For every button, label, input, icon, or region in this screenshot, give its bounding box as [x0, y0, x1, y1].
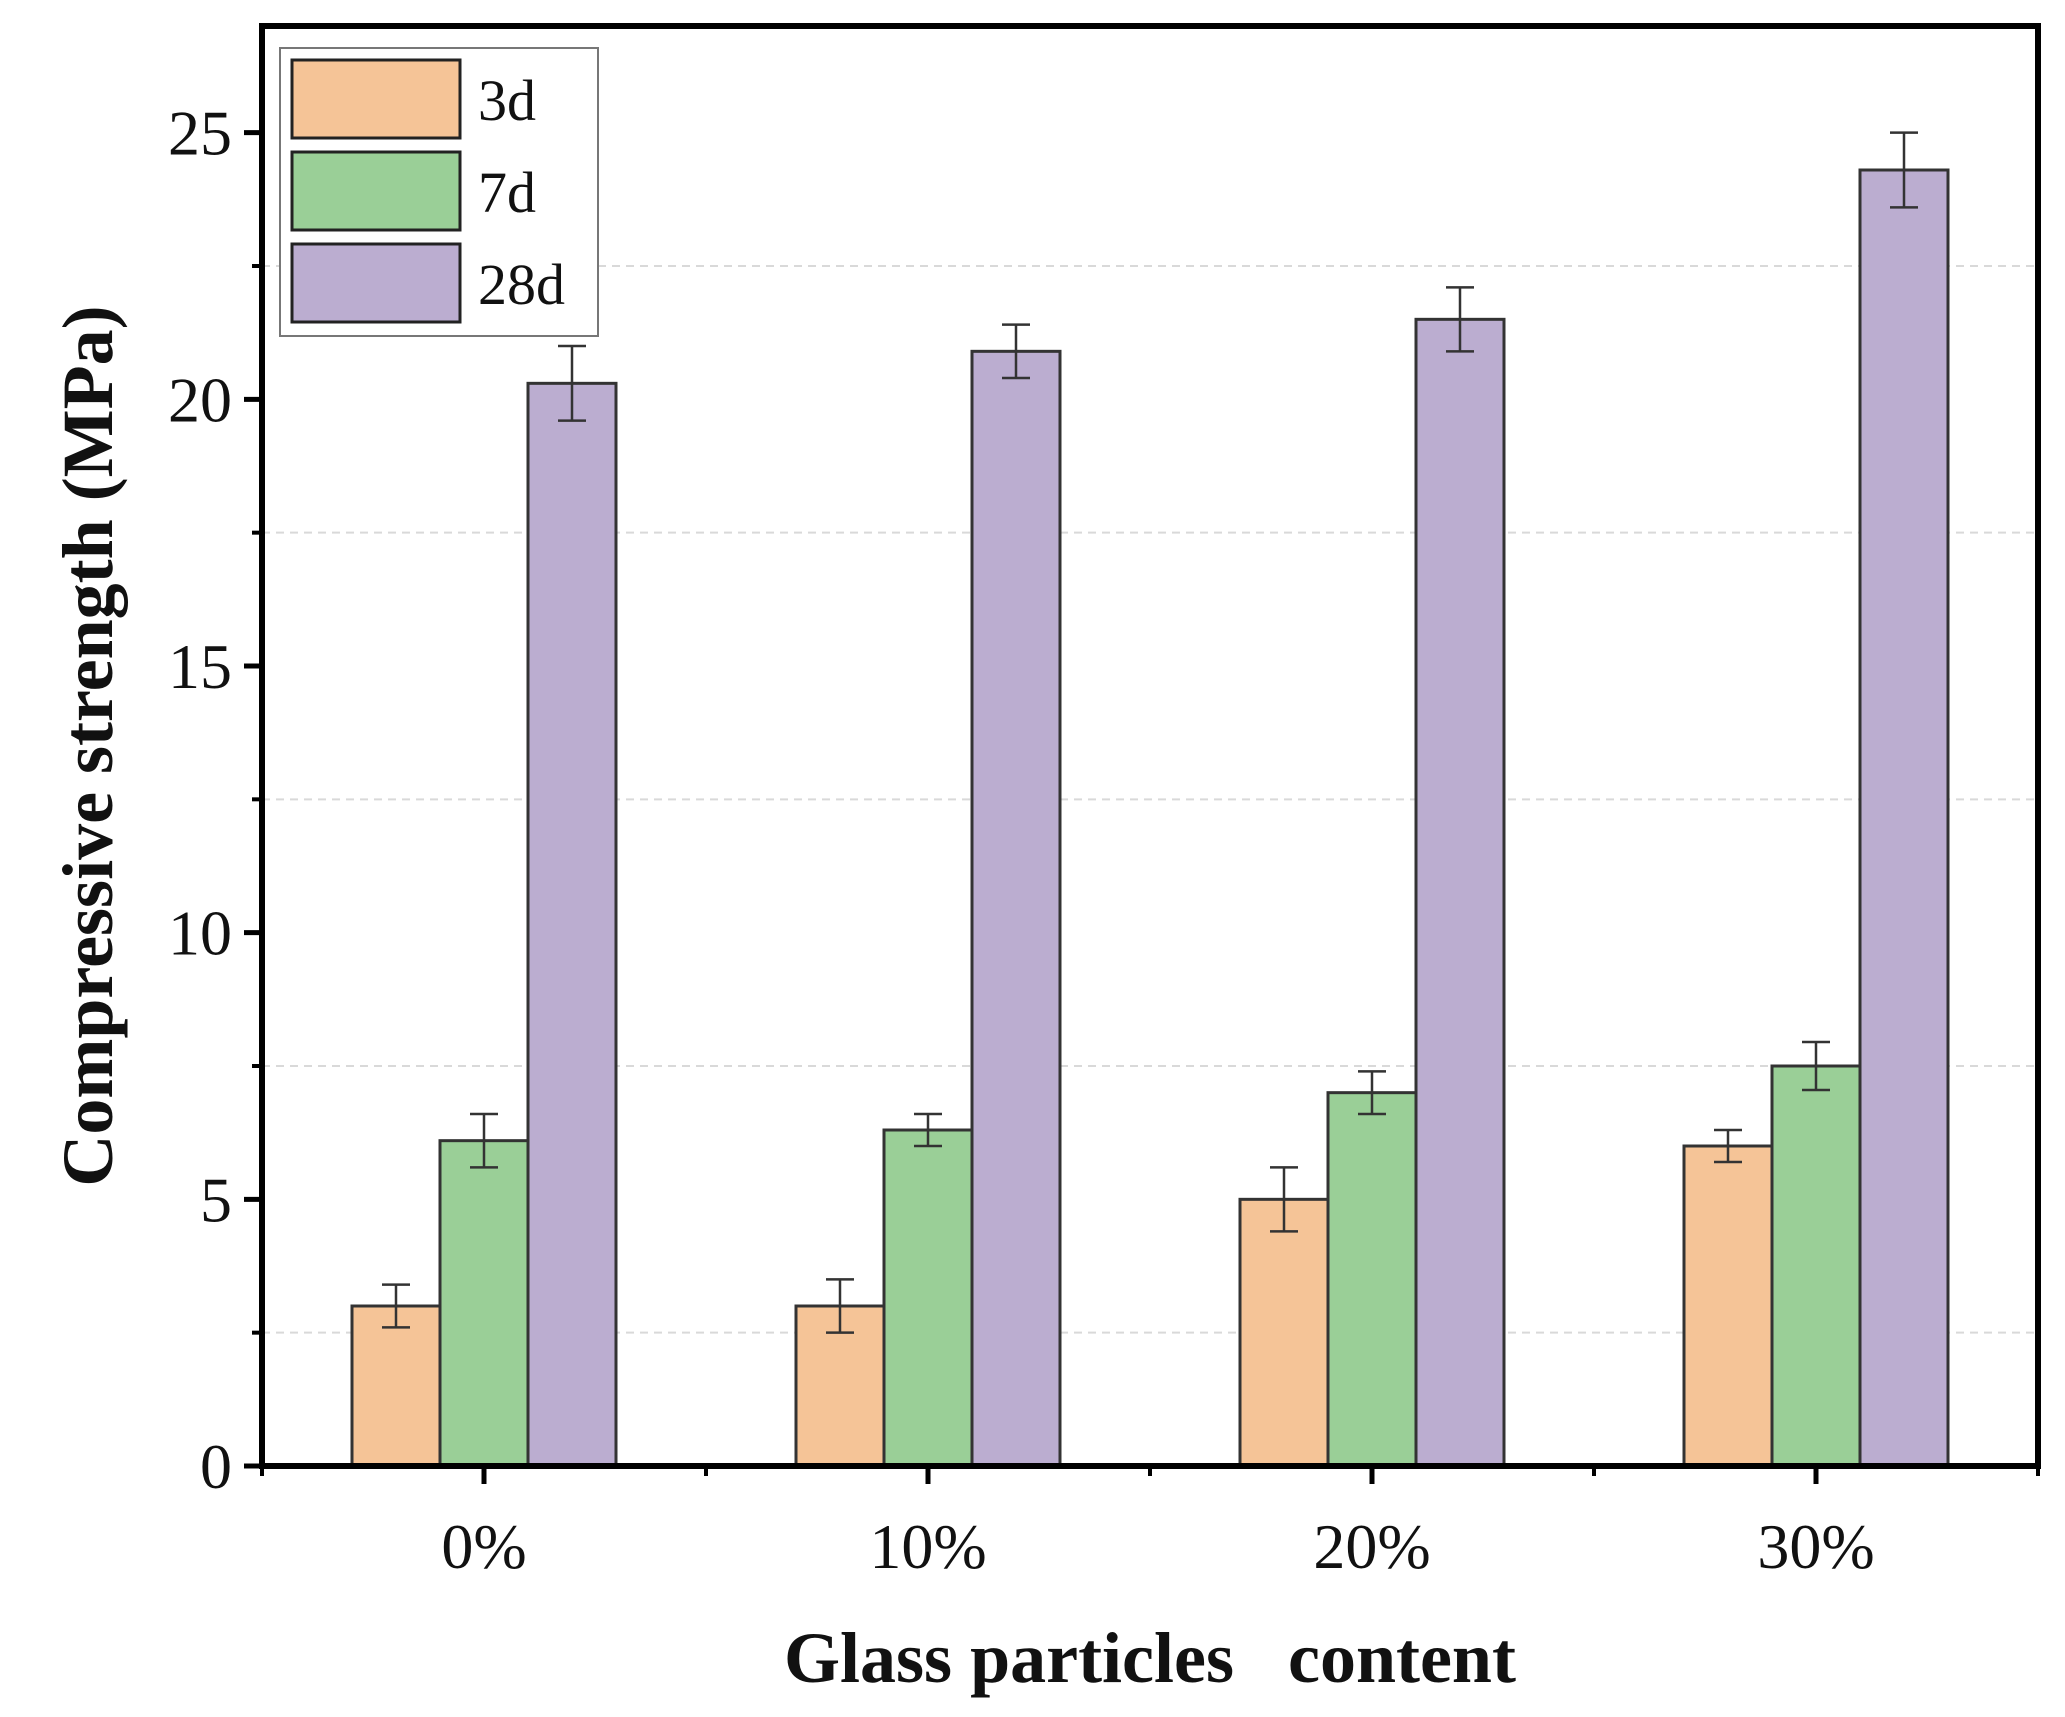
bar-7d-0%	[438, 1139, 530, 1468]
bar-3d-20%	[1238, 1197, 1330, 1468]
y-tick-label: 15	[168, 631, 232, 702]
bar-3d-0%	[350, 1304, 442, 1468]
y-axis-title: Compressive strength (MPa)	[48, 305, 128, 1186]
bar-28d-30%	[1858, 168, 1950, 1468]
y-tick-label: 25	[168, 98, 232, 169]
bar-3d-30%	[1682, 1144, 1774, 1468]
bars	[350, 168, 1950, 1468]
error-bar-28d-20%	[1446, 286, 1474, 353]
y-tick-label: 20	[168, 364, 232, 435]
legend-swatch-28d	[290, 242, 462, 324]
error-bar-28d-0%	[558, 344, 586, 422]
legend-swatch-7d	[290, 150, 462, 232]
legend-label-28d: 28d	[478, 252, 565, 317]
bar-7d-10%	[882, 1128, 974, 1468]
legend-label-7d: 7d	[478, 160, 536, 225]
x-tick-label: 10%	[869, 1511, 986, 1582]
bar-28d-0%	[526, 381, 618, 1468]
error-bar-7d-20%	[1358, 1070, 1386, 1116]
bar-7d-20%	[1326, 1091, 1418, 1468]
x-tick-label: 0%	[441, 1511, 526, 1582]
error-bar-3d-10%	[826, 1278, 854, 1334]
error-bar-3d-0%	[382, 1283, 410, 1329]
error-bar-28d-30%	[1890, 131, 1918, 209]
legend-swatch-3d	[290, 58, 462, 140]
bar-28d-20%	[1414, 317, 1506, 1468]
error-bar-7d-10%	[914, 1112, 942, 1148]
y-tick-label: 0	[200, 1431, 232, 1502]
x-tick-label: 30%	[1757, 1511, 1874, 1582]
error-bar-28d-10%	[1002, 323, 1030, 380]
error-bar-3d-30%	[1714, 1128, 1742, 1164]
error-bar-7d-30%	[1802, 1040, 1830, 1092]
x-axis-title: Glass particles content	[784, 1618, 1516, 1698]
bar-28d-10%	[970, 349, 1062, 1468]
legend: 3d 7d 28d	[279, 47, 599, 337]
y-tick-label: 5	[200, 1164, 232, 1235]
bar-7d-30%	[1770, 1064, 1862, 1468]
error-bars	[382, 131, 1918, 1334]
x-tick-label: 20%	[1313, 1511, 1430, 1582]
error-bar-7d-0%	[470, 1112, 498, 1169]
y-tick-label: 10	[168, 898, 232, 969]
error-bar-3d-20%	[1270, 1166, 1298, 1233]
legend-label-3d: 3d	[478, 68, 536, 133]
x-axis: 0% 10% 20% 30%	[260, 1466, 2040, 1582]
y-axis: 0 5 10 15 20 25	[168, 98, 262, 1502]
